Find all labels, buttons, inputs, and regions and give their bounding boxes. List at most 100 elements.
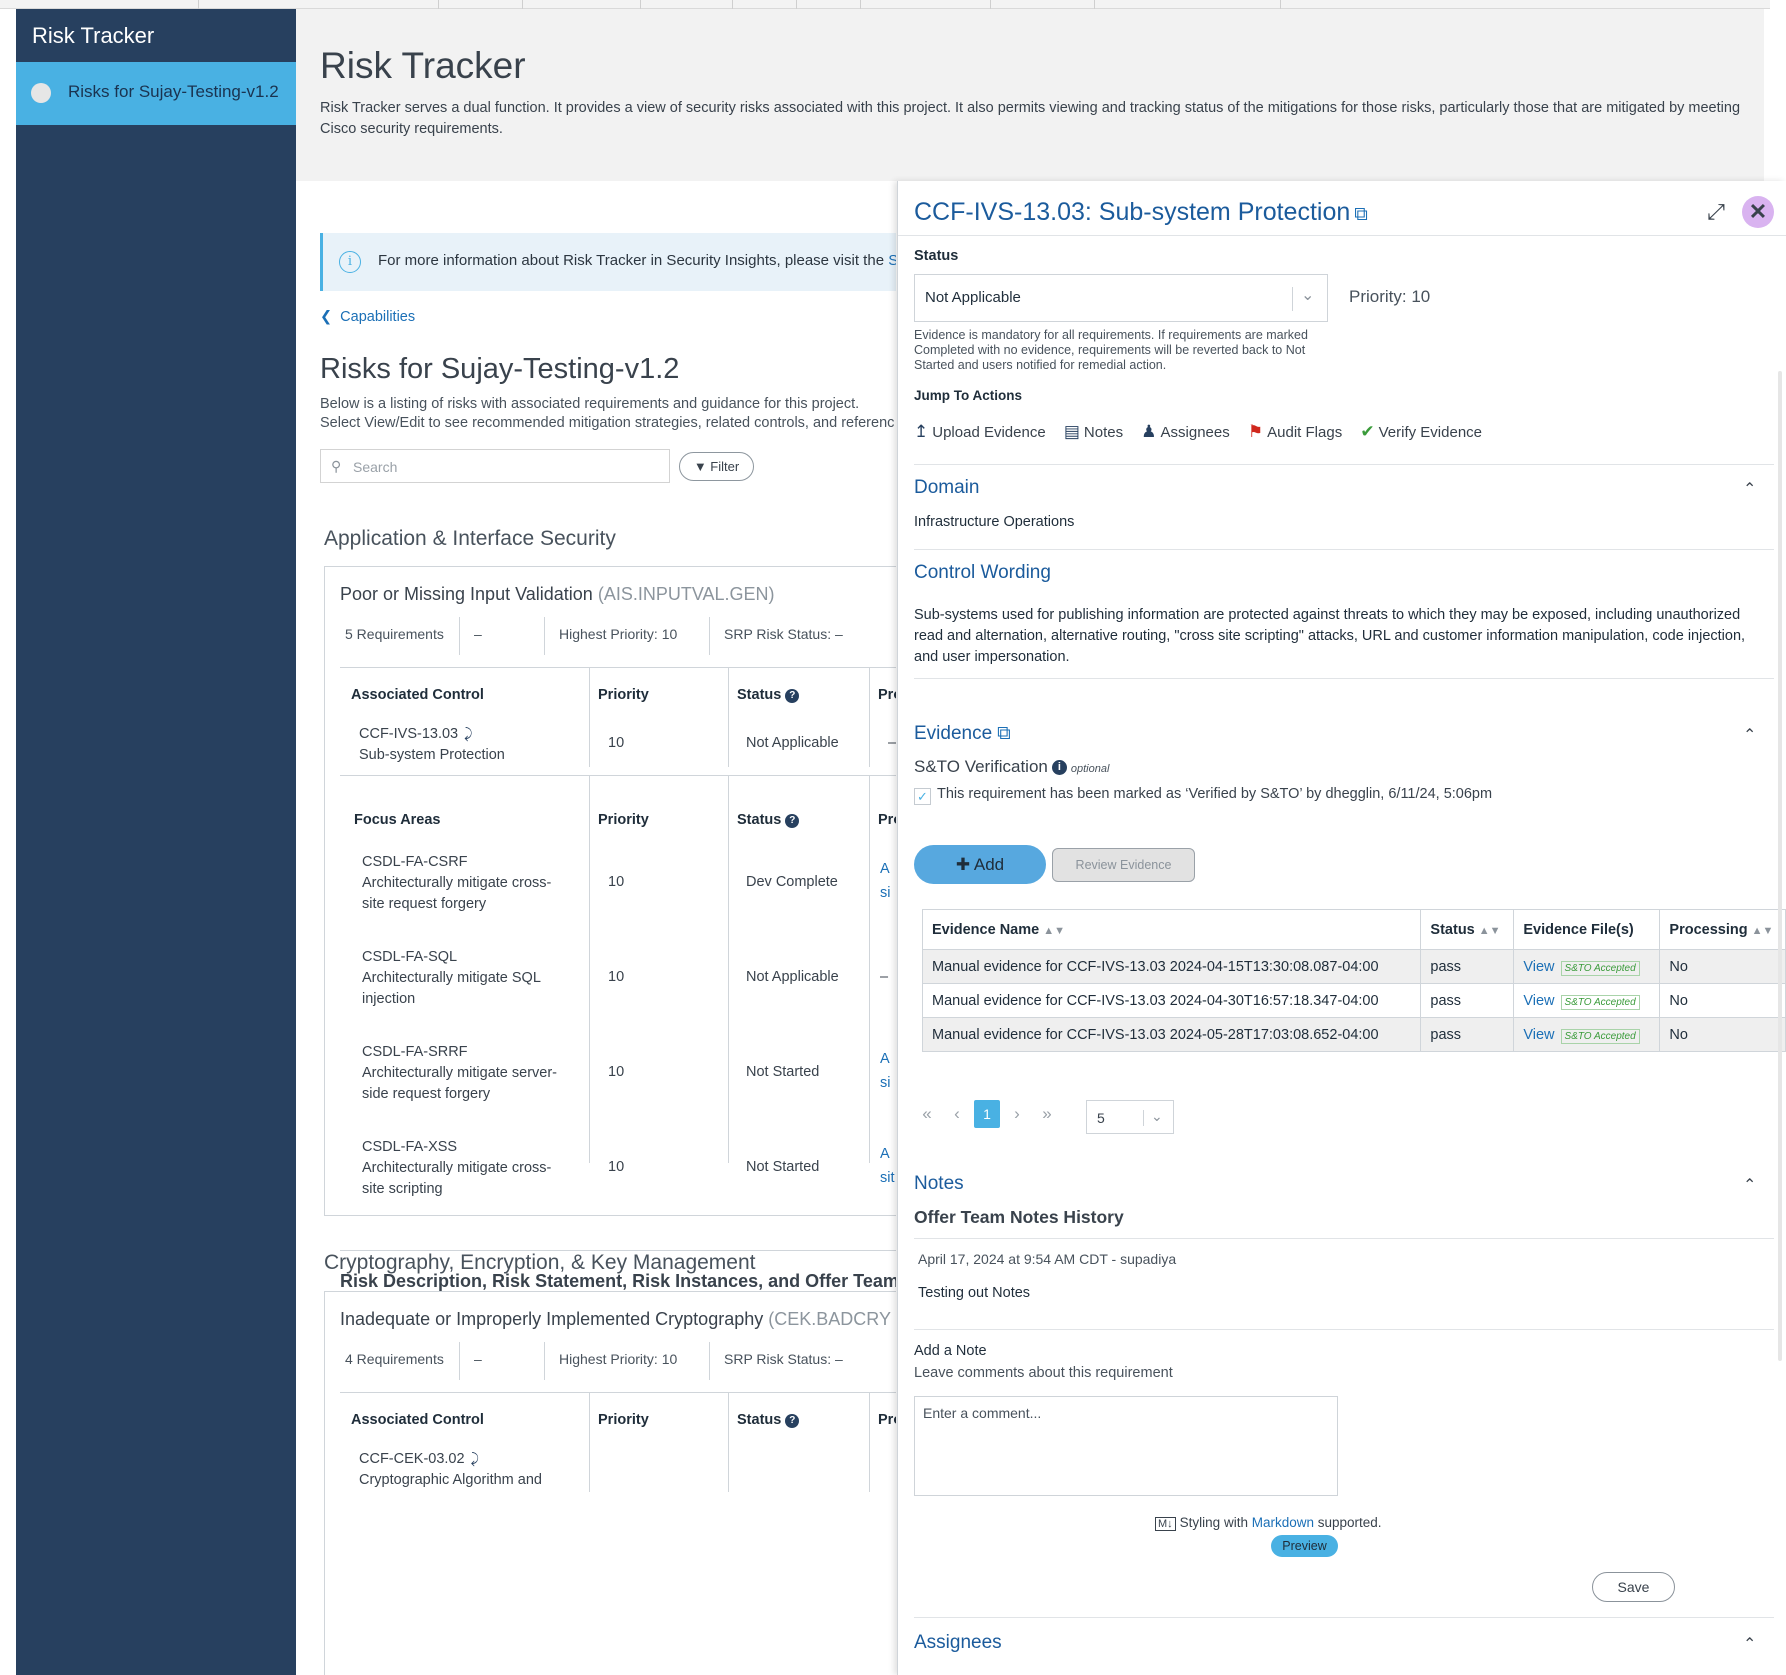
evidence-name: Manual evidence for CCF-IVS-13.03 2024-0… <box>921 1017 1422 1052</box>
risk-stats: 5 Requirements – Highest Priority: 10 SR… <box>340 617 896 655</box>
divider <box>589 667 590 767</box>
col-label: Processing <box>1669 921 1748 938</box>
col-evidence-name[interactable]: Evidence Name ▲▼ <box>921 909 1422 950</box>
action-label: Upload Evidence <box>932 424 1046 441</box>
panel-title[interactable]: CCF-IVS-13.03: Sub-system Protection ⧉ <box>914 198 1368 227</box>
col-status[interactable]: Status ▲▼ <box>1420 909 1515 950</box>
external-link-icon[interactable]: ⧉ <box>1354 204 1368 225</box>
help-icon[interactable]: ? <box>785 814 800 828</box>
external-link-icon[interactable]: ⧉ <box>997 723 1011 744</box>
help-icon[interactable]: ? <box>785 689 800 703</box>
view-link[interactable]: View <box>1523 958 1555 975</box>
prev-page-icon[interactable]: ‹ <box>954 1104 960 1123</box>
risk-details-toggle[interactable]: Risk Description, Risk Statement, Risk I… <box>340 1271 896 1291</box>
markdown-link[interactable]: Markdown <box>1251 1515 1314 1530</box>
focus-id: CSDL-FA-CSRF <box>362 854 468 870</box>
description-line-2: Select View/Edit to see recommended miti… <box>320 415 895 431</box>
focus-pro: – <box>880 969 889 985</box>
info-link[interactable]: Se <box>888 252 896 269</box>
focus-desc-line: Architecturally mitigate cross- <box>362 1160 552 1176</box>
add-evidence-button[interactable]: ✚ Add <box>914 845 1046 884</box>
focus-id: CSDL-FA-XSS <box>362 1139 458 1155</box>
plus-icon: ✚ <box>955 855 974 874</box>
view-link[interactable]: View <box>1523 992 1555 1009</box>
chevron-up-icon[interactable]: ⌃ <box>1743 1636 1757 1653</box>
sort-icon[interactable]: ▲▼ <box>1043 924 1065 937</box>
last-page-icon[interactable]: » <box>1042 1104 1052 1123</box>
control-id: CCF-CEK-03.02 <box>359 1451 465 1467</box>
evidence-status: pass <box>1420 983 1515 1018</box>
notes-action[interactable]: ▤ Notes <box>1064 422 1123 442</box>
action-label: Audit Flags <box>1267 424 1343 441</box>
sidebar-item-risks[interactable]: Risks for Sujay-Testing-v1.2 <box>16 62 296 125</box>
focus-desc-line: Architecturally mitigate server- <box>362 1065 557 1081</box>
focus-priority: 10 <box>608 969 625 985</box>
risk-stats: 4 Requirements – Highest Priority: 10 SR… <box>340 1342 896 1380</box>
sto-label: S&TO Verification <box>914 757 1048 776</box>
first-page-icon[interactable]: « <box>922 1104 932 1123</box>
info-icon[interactable]: i <box>1051 760 1067 775</box>
tab-divider <box>990 0 991 9</box>
assignees-action[interactable]: ♟ Assignees <box>1141 422 1229 442</box>
verified-checkbox[interactable]: ✓ <box>914 788 931 805</box>
focus-status: Not Started <box>746 1159 820 1175</box>
sort-icon[interactable]: ▲▼ <box>1478 924 1501 937</box>
action-label: Assignees <box>1160 424 1230 441</box>
filter-button[interactable]: ▼ Filter <box>679 452 754 481</box>
share-icon[interactable]: ⤸ <box>470 1450 479 1466</box>
add-label: Add <box>973 855 1005 874</box>
evidence-file-cell: View S&TO Accepted <box>1513 983 1661 1018</box>
evidence-file-cell: View S&TO Accepted <box>1513 1017 1661 1052</box>
divider <box>914 1617 1774 1618</box>
add-note-label: Add a Note <box>914 1343 987 1359</box>
view-link[interactable]: View <box>1523 1026 1555 1043</box>
evidence-status: pass <box>1420 949 1515 984</box>
page-current[interactable]: 1 <box>974 1100 1000 1128</box>
expand-icon[interactable]: ⤢ <box>1707 199 1725 224</box>
focus-pro-line: sit <box>880 1170 895 1186</box>
chevron-up-icon[interactable]: ⌃ <box>1743 481 1757 498</box>
sidebar-title: Risk Tracker <box>32 23 155 48</box>
control-cell: CCF-IVS-13.03 ⤸ Sub-system Protection <box>359 723 505 766</box>
preview-button[interactable]: Preview <box>1271 1535 1338 1557</box>
page-description: Risk Tracker serves a dual function. It … <box>320 100 1741 137</box>
evidence-name-link[interactable]: Manual evidence for CCF-IVS-13.03 2024-0… <box>921 983 1422 1018</box>
sidebar: Risk Tracker Risks for Sujay-Testing-v1.… <box>16 9 296 1675</box>
verify-evidence-action[interactable]: ✔ Verify Evidence <box>1360 422 1482 442</box>
info-text-body: For more information about Risk Tracker … <box>378 252 889 269</box>
chevron-up-icon[interactable]: ⌃ <box>1743 1177 1757 1194</box>
panel-scrollbar[interactable] <box>1778 371 1782 1361</box>
help-icon[interactable]: ? <box>785 1414 800 1428</box>
col-pro: Pro <box>878 687 896 703</box>
main-content: i For more information about Risk Tracke… <box>296 181 896 1675</box>
review-evidence-button[interactable]: Review Evidence <box>1052 848 1195 882</box>
sort-icon[interactable]: ▲▼ <box>1751 924 1774 937</box>
col-processing[interactable]: Processing ▲▼ <box>1659 909 1786 950</box>
check-circle-icon: ✔ <box>1360 422 1375 441</box>
next-page-icon[interactable]: › <box>1014 1104 1020 1123</box>
control-priority: 10 <box>608 735 625 751</box>
save-button[interactable]: Save <box>1592 1572 1675 1602</box>
jump-actions: ↥ Upload Evidence ▤ Notes ♟ Assignees ⚑ Audi… <box>914 422 1496 446</box>
status-select[interactable]: Not Applicable ⌄ <box>914 274 1328 322</box>
share-icon[interactable]: ⤸ <box>464 725 473 741</box>
chevron-up-icon[interactable]: ⌃ <box>1743 727 1757 744</box>
breadcrumb[interactable]: ❮ Capabilities <box>320 309 415 325</box>
comment-textarea[interactable]: Enter a comment... <box>914 1396 1338 1496</box>
control-status: Not Applicable <box>746 735 839 751</box>
risk-code: (AIS.INPUTVAL.GEN) <box>597 584 775 604</box>
focus-priority: 10 <box>608 1159 625 1175</box>
search-input[interactable]: ⚲ Search <box>320 449 670 483</box>
focus-priority: 10 <box>608 1064 625 1080</box>
page-size-select[interactable]: 5 ⌄ <box>1086 1100 1174 1134</box>
upload-evidence-action[interactable]: ↥ Upload Evidence <box>914 422 1046 442</box>
select-separator <box>1292 287 1293 311</box>
close-icon[interactable]: ✕ <box>1742 196 1774 228</box>
accepted-badge: S&TO Accepted <box>1560 994 1640 1010</box>
audit-flags-action[interactable]: ⚑ Audit Flags <box>1248 422 1342 442</box>
tab-divider <box>438 0 439 9</box>
divider <box>869 1392 870 1492</box>
